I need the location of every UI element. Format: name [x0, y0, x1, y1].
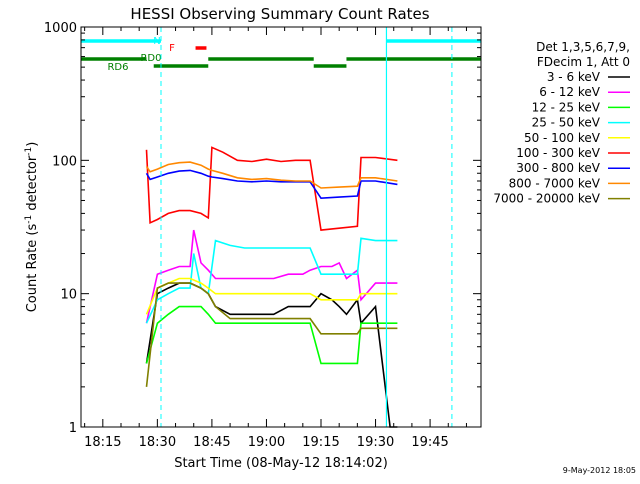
y-tick-label: 1	[69, 421, 77, 436]
legend-label-50-100-kev: 50 - 100 keV	[524, 131, 601, 145]
x-tick-label: 19:45	[411, 435, 448, 450]
series-line-12-25-kev	[145, 305, 398, 365]
x-tick-label: 18:30	[139, 435, 176, 450]
flag-bars-group: NF RD0 RD6	[81, 36, 481, 73]
flag-label-f: F	[169, 43, 175, 54]
y-axis: 1 10 100 1000	[44, 21, 481, 436]
legend-header-line-2: FDecim 1, Att 0	[537, 55, 630, 69]
plot-frame	[80, 26, 482, 428]
series-line-800-7000-kev	[145, 161, 398, 189]
series-line-300-800-kev	[145, 169, 398, 200]
x-tick-label: 18:45	[193, 435, 230, 450]
y-tick-label: 1000	[44, 21, 77, 36]
x-tick-label: 19:30	[357, 435, 394, 450]
series-line-100-300-kev	[145, 146, 398, 231]
chart-title: HESSI Observing Summary Count Rates	[130, 5, 429, 23]
x-axis-label: Start Time (08-May-12 18:14:02)	[174, 456, 388, 471]
legend-label-800-7000-kev: 800 - 7000 keV	[509, 176, 601, 190]
flag-label-n: N	[153, 36, 160, 47]
legend: Det 1,3,5,6,7,9, FDecim 1, Att 0 3 - 6 k…	[493, 40, 630, 206]
legend-label-7000-20000-kev: 7000 - 20000 keV	[493, 192, 600, 206]
flag-label-rd0: RD0	[140, 53, 161, 64]
legend-label-300-800-kev: 300 - 800 keV	[516, 161, 600, 175]
x-tick-label: 19:00	[248, 435, 285, 450]
y-tick-label: 10	[60, 288, 77, 303]
series-line-6-12-kev	[145, 229, 398, 324]
series-line-50-100-kev	[145, 277, 398, 315]
x-tick-label: 18:15	[84, 435, 121, 450]
y-tick-label: 100	[52, 154, 77, 169]
timestamp: 9-May-2012 18:05	[563, 466, 636, 475]
vlines-group	[160, 27, 453, 427]
legend-label-3-6-kev: 3 - 6 keV	[547, 70, 601, 84]
legend-label-100-300-kev: 100 - 300 keV	[516, 146, 600, 160]
y-axis-label: Count Rate (s-1 detector-1)	[24, 142, 40, 313]
legend-label-6-12-kev: 6 - 12 keV	[539, 85, 601, 99]
legend-label-12-25-kev: 12 - 25 keV	[532, 100, 601, 114]
series-line-25-50-kev	[145, 237, 398, 324]
legend-label-25-50-kev: 25 - 50 keV	[532, 116, 601, 130]
series-line-7000-20000-kev	[145, 282, 398, 387]
legend-header-line-1: Det 1,3,5,6,7,9,	[536, 40, 630, 54]
series-group	[145, 146, 398, 428]
x-tick-label: 19:15	[302, 435, 339, 450]
x-axis: 18:15 18:30 18:45 19:00 19:15 19:30 19:45	[84, 27, 467, 450]
flag-label-rd6: RD6	[107, 62, 128, 73]
